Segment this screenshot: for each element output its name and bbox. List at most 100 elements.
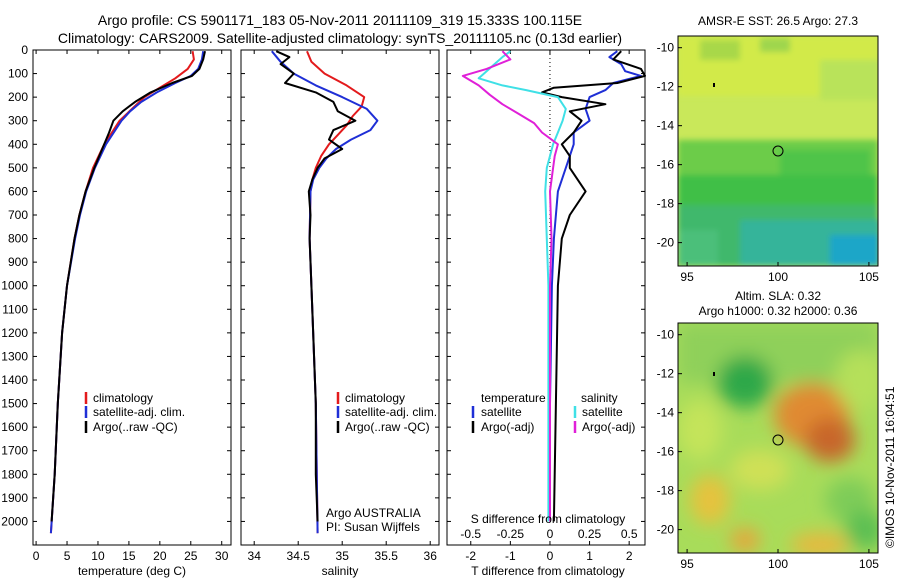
map-y-tick-label: -10 — [657, 328, 675, 342]
y-tick-label: 1900 — [1, 491, 28, 505]
x-tick-label: 0 — [33, 549, 40, 563]
temperature-panel-frame — [32, 49, 232, 546]
difference-xlabel: T difference from climatology — [471, 564, 625, 578]
temperature-legend-climatology: climatology — [93, 391, 153, 405]
series-line-climatology — [49, 51, 195, 534]
salinity-xlabel: salinity — [322, 564, 359, 578]
series-line-salinity-argo-adj- — [461, 50, 559, 522]
imos-credit: ©IMOS 10-Nov-2011 16:04:51 — [883, 386, 897, 548]
temperature-legend-satellite: satellite-adj. clim. — [93, 405, 185, 419]
y-tick-label: 1100 — [2, 302, 28, 316]
x-tick-label: -1 — [505, 549, 516, 563]
map-y-tick-label: -18 — [657, 484, 675, 498]
x2-tick-label: 0.25 — [578, 527, 602, 541]
map-x-tick-label: 100 — [768, 557, 788, 571]
map-y-tick-label: -16 — [657, 445, 675, 459]
x-tick-label: 34.5 — [287, 549, 311, 563]
y-tick-label: 1000 — [1, 279, 28, 293]
map-y-tick-label: -14 — [657, 119, 675, 133]
map-y-tick-label: -20 — [657, 236, 675, 250]
map-x-tick-label: 100 — [768, 270, 788, 284]
x-tick-label: 2 — [626, 549, 633, 563]
series-line-salinity-satellite — [477, 50, 567, 522]
difference-legend-t-argo: Argo(-adj) — [481, 420, 534, 434]
axis-ticks: 0100200300400500600700800900100011001200… — [1, 43, 645, 563]
sst-map-land-mark — [713, 83, 715, 87]
sla-map-title: Altim. SLA: 0.32 — [735, 289, 821, 303]
salinity-legend-argo: Argo(..raw -QC) — [345, 420, 430, 434]
x-tick-label: 20 — [153, 549, 167, 563]
series-line-satellite-adj-clim- — [271, 50, 379, 534]
y-tick-label: 600 — [8, 184, 28, 198]
y-tick-label: 300 — [8, 114, 28, 128]
difference-panel-frame — [446, 49, 646, 546]
difference-legend-s-satellite: satellite — [582, 405, 623, 419]
map-y-tick-label: -10 — [657, 41, 675, 55]
difference-legend-s-argo: Argo(-adj) — [582, 420, 635, 434]
map-y-tick-label: -14 — [657, 406, 675, 420]
map-y-tick-label: -20 — [657, 523, 675, 537]
salinity-note-argo: Argo AUSTRALIA — [326, 506, 421, 520]
map-y-tick-label: -18 — [657, 197, 675, 211]
x-tick-label: 5 — [64, 549, 71, 563]
map-x-tick-label: 105 — [859, 557, 879, 571]
map-x-tick-label: 95 — [680, 270, 694, 284]
y-tick-label: 700 — [8, 208, 28, 222]
map-x-tick-label: 105 — [859, 270, 879, 284]
sla-map-land-mark — [713, 372, 715, 376]
y-tick-label: 100 — [8, 67, 28, 81]
y-tick-label: 400 — [8, 137, 28, 151]
y-tick-label: 500 — [8, 161, 28, 175]
x2-tick-label: -0.25 — [497, 527, 525, 541]
series-line-temperature-argo-adj- — [541, 50, 646, 522]
temperature-legend-argo: Argo(..raw -QC) — [93, 420, 178, 434]
sla-map-subtitle: Argo h1000: 0.32 h2000: 0.36 — [699, 304, 858, 318]
sla-map-ticks: 95 100 105 -10 -12 -14 -16 -18 -20 — [657, 328, 880, 571]
x-tick-label: 25 — [184, 549, 198, 563]
difference-legend-salinity-head: salinity — [581, 391, 618, 405]
difference-legend-t-satellite: satellite — [481, 405, 522, 419]
x2-tick-label: -0.5 — [460, 527, 481, 541]
x-tick-label: -2 — [465, 549, 476, 563]
x-tick-label: 0 — [547, 549, 554, 563]
x-tick-label: 1 — [586, 549, 593, 563]
salinity-note-pi: PI: Susan Wijffels — [326, 520, 420, 534]
salinity-legend-satellite: satellite-adj. clim. — [345, 405, 437, 419]
series-line-satellite-adj-clim- — [49, 51, 205, 534]
salinity-legend-climatology: climatology — [345, 391, 405, 405]
sst-map-title: AMSR-E SST: 26.5 Argo: 27.3 — [698, 14, 858, 28]
y-tick-label: 900 — [8, 255, 28, 269]
x-tick-label: 34 — [248, 549, 262, 563]
x2-tick-label: 0.5 — [621, 527, 638, 541]
series-line-temperature-satellite — [549, 50, 642, 522]
y-tick-label: 1600 — [1, 420, 28, 434]
x-tick-label: 15 — [122, 549, 136, 563]
x-tick-label: 30 — [215, 549, 229, 563]
sst-map-image — [678, 36, 878, 266]
x-tick-label: 35 — [336, 549, 350, 563]
y-tick-label: 2000 — [1, 514, 28, 528]
y-tick-label: 1200 — [1, 326, 28, 340]
difference-legend-temperature-head: temperature — [481, 391, 546, 405]
x-tick-label: 10 — [91, 549, 105, 563]
y-tick-label: 1500 — [1, 397, 28, 411]
sla-map-image — [678, 323, 878, 553]
figure-title-line2: Climatology: CARS2009. Satellite-adjuste… — [58, 30, 622, 46]
y-tick-label: 200 — [8, 90, 28, 104]
difference-top-label: S difference from climatology — [471, 512, 626, 526]
y-tick-label: 1400 — [1, 373, 28, 387]
profile-lines — [49, 50, 646, 534]
map-y-tick-label: -12 — [657, 80, 675, 94]
y-tick-label: 1800 — [1, 467, 28, 481]
y-tick-label: 0 — [21, 43, 28, 57]
x-tick-label: 36 — [424, 549, 438, 563]
y-tick-label: 1700 — [1, 444, 28, 458]
sla-float-marker — [772, 434, 784, 446]
map-x-tick-label: 95 — [680, 557, 694, 571]
series-line-argo-raw-qc- — [50, 50, 206, 522]
temperature-xlabel: temperature (deg C) — [78, 564, 186, 578]
x2-tick-label: 0 — [547, 527, 554, 541]
y-tick-label: 1300 — [1, 349, 28, 363]
map-y-tick-label: -16 — [657, 158, 675, 172]
